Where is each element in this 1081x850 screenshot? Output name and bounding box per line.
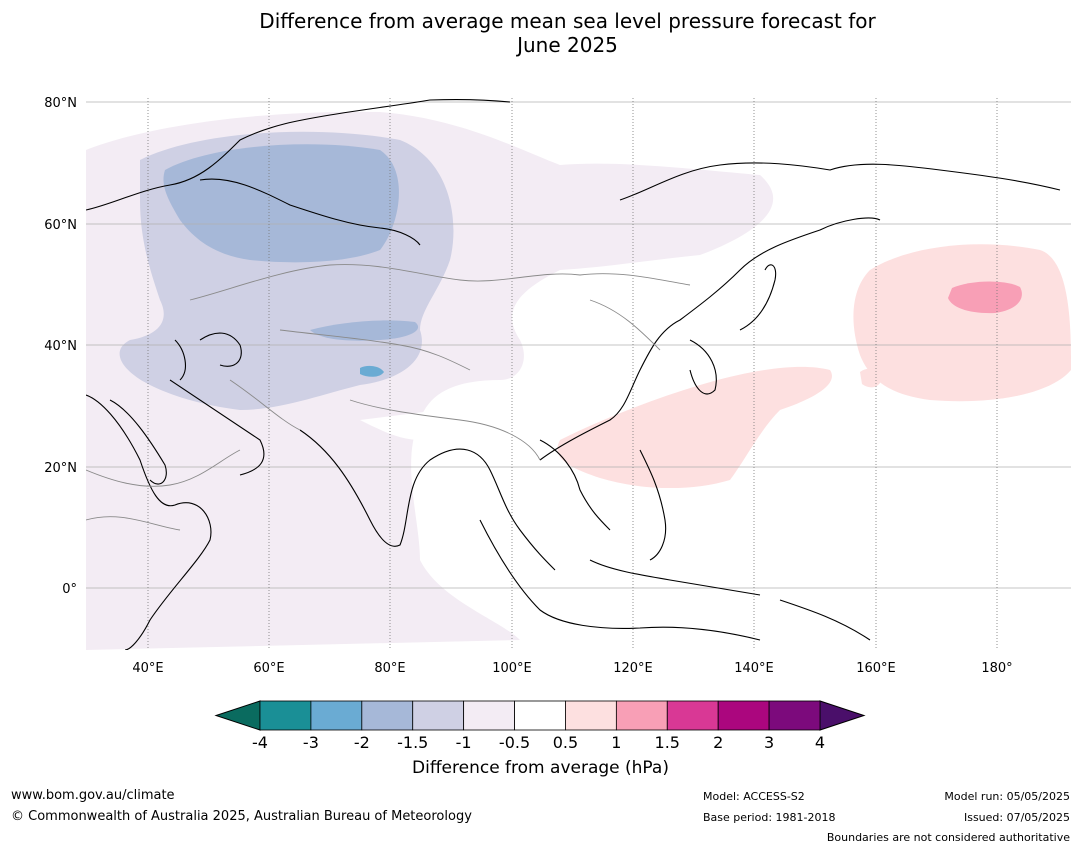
colorbar-tick-label: -2: [354, 733, 370, 752]
colorbar-over-arrow: [819, 700, 866, 731]
colorbar-tick-label: 3: [764, 733, 774, 752]
colorbar-segment: [717, 700, 770, 731]
anomaly-region-teal-spot: [360, 365, 384, 377]
lon-label-60e: 60°E: [253, 661, 284, 676]
colorbar-under-arrow: [214, 700, 261, 731]
colorbar-tick-label: 4: [815, 733, 825, 752]
footer-base-period: Base period: 1981-2018: [703, 811, 836, 824]
anomaly-region-pink-small: [860, 368, 882, 388]
lon-label-180: 180°: [981, 661, 1012, 676]
anomaly-region-pink-pacific: [853, 244, 1071, 402]
country-borders: [86, 264, 691, 531]
colorbar-tick-label: -3: [303, 733, 319, 752]
lon-label-80e: 80°E: [374, 661, 405, 676]
coastlines: [86, 99, 1061, 650]
colorbar-tick-label: 1.5: [655, 733, 680, 752]
colorbar-segment: [666, 700, 719, 731]
footer-copyright: © Commonwealth of Australia 2025, Austra…: [11, 809, 472, 824]
pressure-anomaly-map: 80°N 60°N 40°N 20°N 0° 40°E 60°E 80°E 10…: [44, 96, 1071, 676]
latitude-gridlines: [86, 101, 1071, 589]
colorbar-title: Difference from average (hPa): [412, 758, 669, 778]
lat-label-80n: 80°N: [44, 96, 77, 111]
colorbar-tick-label: 0.5: [553, 733, 578, 752]
colorbar-legend: -4 -3 -2 -1.5 -1 -0.5 0.5 1 1.5 2 3 4: [214, 700, 866, 752]
lat-label-60n: 60°N: [44, 218, 77, 233]
footer-model: Model: ACCESS-S2: [703, 790, 805, 803]
colorbar-segment: [310, 700, 363, 731]
lon-label-40e: 40°E: [132, 661, 163, 676]
longitude-gridlines: [147, 98, 998, 650]
colorbar-segment: [412, 700, 465, 731]
colorbar-tick-label: 1: [611, 733, 621, 752]
colorbar-tick-label: -4: [252, 733, 268, 752]
colorbar-tick-label: 2: [713, 733, 723, 752]
footer-boundaries: Boundaries are not considered authoritat…: [826, 831, 1070, 844]
lat-label-0: 0°: [62, 582, 77, 597]
latitude-labels: 80°N 60°N 40°N 20°N 0°: [44, 96, 77, 597]
lon-label-140e: 140°E: [734, 661, 774, 676]
lon-label-100e: 100°E: [492, 661, 532, 676]
longitude-labels: 40°E 60°E 80°E 100°E 120°E 140°E 160°E 1…: [132, 661, 1012, 676]
colorbar-segment: [615, 700, 668, 731]
colorbar-segment: [361, 700, 414, 731]
colorbar-tick-label: -1.5: [397, 733, 428, 752]
lon-label-160e: 160°E: [856, 661, 896, 676]
anomaly-region-blue-small: [310, 320, 419, 341]
lon-label-120e: 120°E: [613, 661, 653, 676]
lat-label-40n: 40°N: [44, 339, 77, 354]
footer-model-run: Model run: 05/05/2025: [944, 790, 1070, 803]
colorbar-tick-label: -1: [456, 733, 472, 752]
map-title: Difference from average mean sea level p…: [0, 9, 1081, 57]
footer-issued: Issued: 07/05/2025: [963, 811, 1070, 824]
anomaly-region-pink-westpac: [557, 366, 832, 489]
colorbar-segment: [514, 700, 566, 731]
colorbar-segment: [565, 700, 617, 731]
lat-label-20n: 20°N: [44, 461, 77, 476]
title-line-2: June 2025: [517, 33, 618, 57]
anomaly-region-rose: [948, 281, 1022, 314]
anomaly-region-blue: [163, 144, 399, 263]
title-line-1: Difference from average mean sea level p…: [259, 9, 876, 33]
colorbar-tick-label: -0.5: [499, 733, 530, 752]
colorbar-segment: [768, 700, 821, 731]
footer-url[interactable]: www.bom.gov.au/climate: [11, 788, 175, 803]
colorbar-segment: [259, 700, 312, 731]
colorbar-segment: [463, 700, 515, 731]
